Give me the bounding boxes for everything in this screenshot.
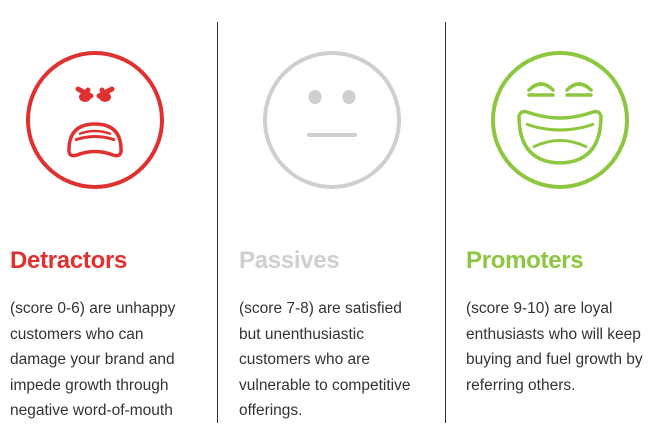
column-divider-left [217,22,218,423]
heading-passives: Passives [239,247,340,274]
description-detractors: (score 0-6) are unhappy customers who ca… [10,296,175,424]
description-promoters: (score 9-10) are loyal enthusiasts who w… [466,296,643,398]
description-line: (score 7-8) are satisfied [239,300,402,317]
laughing-face-icon [483,50,637,190]
heading-promoters: Promoters [466,247,584,274]
description-line: buying and fuel growth by [466,351,643,368]
description-line: (score 0-6) are unhappy [10,300,176,317]
description-line: offerings. [239,402,303,419]
description-line: customers who can [10,325,144,343]
description-passives: (score 7-8) are satisfied but unenthusia… [239,296,410,424]
description-line: but unenthusiastic [239,325,364,343]
description-line: vulnerable to competitive [239,376,411,394]
angry-face-icon [18,50,172,190]
description-line: enthusiasts who will keep [466,325,641,343]
description-line: impede growth through [10,376,169,394]
description-line: customers who are [239,351,370,368]
heading-detractors: Detractors [10,247,128,274]
neutral-face-icon [255,50,409,190]
description-line: negative word-of-mouth [10,402,173,419]
description-line: damage your brand and [10,351,175,368]
column-divider-right [445,22,446,423]
description-line: (score 9-10) are loyal [466,300,613,317]
description-line: referring others. [466,376,576,394]
